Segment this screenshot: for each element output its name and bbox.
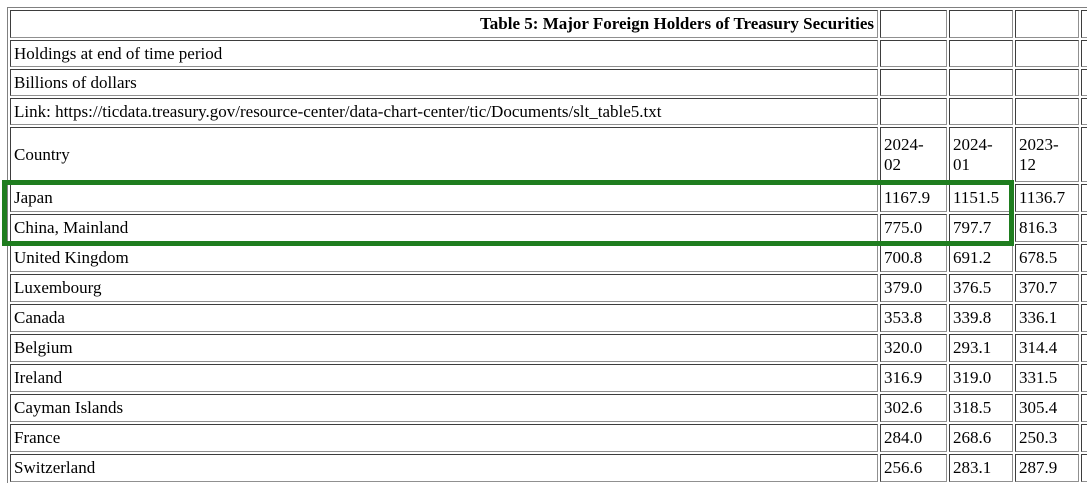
empty-cell	[1015, 98, 1079, 125]
value-cell: 250.3	[1015, 424, 1079, 452]
empty-cell	[949, 10, 1013, 38]
empty-cell	[880, 69, 947, 96]
country-cell: Canada	[10, 304, 878, 332]
value-cell: 797.7	[949, 214, 1013, 242]
value-cell: 256.6	[880, 454, 947, 482]
empty-cell	[1081, 394, 1087, 422]
empty-cell	[1015, 69, 1079, 96]
value-cell: 314.4	[1015, 334, 1079, 362]
units-note: Billions of dollars	[10, 69, 878, 96]
empty-cell	[880, 40, 947, 67]
period-line1: 2024-	[884, 134, 924, 154]
value-cell: 331.5	[1015, 364, 1079, 392]
empty-cell	[1015, 10, 1079, 38]
value-cell: 379.0	[880, 274, 947, 302]
country-cell: Belgium	[10, 334, 878, 362]
treasury-holders-table: Table 5: Major Foreign Holders of Treasu…	[7, 7, 1087, 483]
empty-cell	[949, 98, 1013, 125]
title-row: Table 5: Major Foreign Holders of Treasu…	[10, 10, 1087, 38]
value-cell: 1151.5	[949, 184, 1013, 212]
info-row-link: Link: https://ticdata.treasury.gov/resou…	[10, 98, 1087, 125]
value-cell: 320.0	[880, 334, 947, 362]
country-cell: China, Mainland	[10, 214, 878, 242]
value-cell: 1136.7	[1015, 184, 1079, 212]
empty-cell	[1081, 274, 1087, 302]
country-cell: United Kingdom	[10, 244, 878, 272]
empty-cell	[1081, 424, 1087, 452]
value-cell: 302.6	[880, 394, 947, 422]
empty-cell	[1081, 40, 1087, 67]
period-line1: 2024-	[953, 134, 993, 154]
table-row-united-kingdom: United Kingdom 700.8 691.2 678.5	[10, 244, 1087, 272]
holdings-note: Holdings at end of time period	[10, 40, 878, 67]
empty-cell	[1015, 40, 1079, 67]
value-cell: 691.2	[949, 244, 1013, 272]
value-cell: 376.5	[949, 274, 1013, 302]
country-cell: Ireland	[10, 364, 878, 392]
period-header-2024-02: 2024- 02	[880, 127, 947, 182]
table-row-cayman-islands: Cayman Islands 302.6 318.5 305.4	[10, 394, 1087, 422]
empty-cell	[880, 10, 947, 38]
value-cell: 339.8	[949, 304, 1013, 332]
info-row-holdings: Holdings at end of time period	[10, 40, 1087, 67]
country-cell: Luxembourg	[10, 274, 878, 302]
period-line2: 01	[953, 154, 970, 174]
value-cell: 370.7	[1015, 274, 1079, 302]
country-cell: Japan	[10, 184, 878, 212]
table-row-luxembourg: Luxembourg 379.0 376.5 370.7	[10, 274, 1087, 302]
value-cell: 700.8	[880, 244, 947, 272]
table-title: Table 5: Major Foreign Holders of Treasu…	[10, 10, 878, 38]
value-cell: 1167.9	[880, 184, 947, 212]
empty-cell	[1081, 214, 1087, 242]
empty-cell	[1081, 127, 1087, 182]
empty-cell	[1081, 304, 1087, 332]
value-cell: 268.6	[949, 424, 1013, 452]
table-row-france: France 284.0 268.6 250.3	[10, 424, 1087, 452]
empty-cell	[949, 40, 1013, 67]
value-cell: 293.1	[949, 334, 1013, 362]
value-cell: 353.8	[880, 304, 947, 332]
value-cell: 287.9	[1015, 454, 1079, 482]
country-cell: Switzerland	[10, 454, 878, 482]
table-row-switzerland: Switzerland 256.6 283.1 287.9	[10, 454, 1087, 482]
empty-cell	[1081, 69, 1087, 96]
empty-cell	[1081, 244, 1087, 272]
empty-cell	[1081, 98, 1087, 125]
value-cell: 678.5	[1015, 244, 1079, 272]
period-header-2024-01: 2024- 01	[949, 127, 1013, 182]
table-row-ireland: Ireland 316.9 319.0 331.5	[10, 364, 1087, 392]
table-row-japan: Japan 1167.9 1151.5 1136.7	[10, 184, 1087, 212]
table-row-china-mainland: China, Mainland 775.0 797.7 816.3	[10, 214, 1087, 242]
value-cell: 316.9	[880, 364, 947, 392]
value-cell: 816.3	[1015, 214, 1079, 242]
period-line2: 02	[884, 154, 901, 174]
empty-cell	[880, 98, 947, 125]
table-row-belgium: Belgium 320.0 293.1 314.4	[10, 334, 1087, 362]
value-cell: 283.1	[949, 454, 1013, 482]
country-column-header: Country	[10, 127, 878, 182]
country-cell: Cayman Islands	[10, 394, 878, 422]
value-cell: 318.5	[949, 394, 1013, 422]
column-header-row: Country 2024- 02 2024- 01 2023- 12	[10, 127, 1087, 182]
period-line2: 12	[1019, 154, 1036, 174]
empty-cell	[1081, 454, 1087, 482]
value-cell: 284.0	[880, 424, 947, 452]
country-cell: France	[10, 424, 878, 452]
value-cell: 305.4	[1015, 394, 1079, 422]
table-row-canada: Canada 353.8 339.8 336.1	[10, 304, 1087, 332]
empty-cell	[1081, 10, 1087, 38]
period-line1: 2023-	[1019, 134, 1059, 154]
period-header-2023-12: 2023- 12	[1015, 127, 1079, 182]
empty-cell	[949, 69, 1013, 96]
value-cell: 336.1	[1015, 304, 1079, 332]
info-row-units: Billions of dollars	[10, 69, 1087, 96]
value-cell: 319.0	[949, 364, 1013, 392]
source-link-text: Link: https://ticdata.treasury.gov/resou…	[10, 98, 878, 125]
empty-cell	[1081, 334, 1087, 362]
value-cell: 775.0	[880, 214, 947, 242]
empty-cell	[1081, 184, 1087, 212]
empty-cell	[1081, 364, 1087, 392]
